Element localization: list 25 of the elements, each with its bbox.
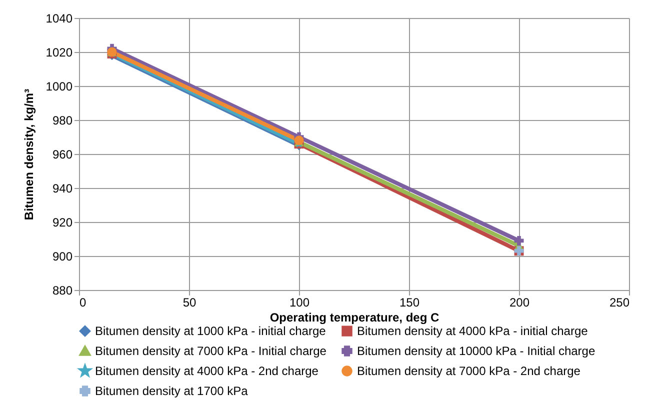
x-tick-label: 50 xyxy=(182,296,196,310)
legend-label: Bitumen density at 1700 kPa xyxy=(95,384,248,398)
y-tick-label: 980 xyxy=(52,114,73,128)
point xyxy=(514,236,524,246)
legend-label: Bitumen density at 10000 kPa - Initial charge xyxy=(357,344,596,358)
legend-label: Bitumen density at 4000 kPa - 2nd charge xyxy=(95,364,319,378)
y-tick-label: 1020 xyxy=(46,46,73,60)
legend-label: Bitumen density at 7000 kPa - Initial charge xyxy=(95,344,327,358)
legend-label: Bitumen density at 1000 kPa - initial charge xyxy=(95,324,326,338)
y-tick-label: 880 xyxy=(52,284,73,298)
legend-label: Bitumen density at 4000 kPa - initial charge xyxy=(357,324,588,338)
x-tick-label: 200 xyxy=(509,296,530,310)
x-axis-title: Operating temperature, deg C xyxy=(270,310,440,324)
y-tick-label: 1040 xyxy=(46,12,73,26)
y-tick-label: 1000 xyxy=(46,80,73,94)
y-tick-label: 900 xyxy=(52,250,73,264)
y-tick-label: 920 xyxy=(52,216,73,230)
x-tick-label: 0 xyxy=(80,296,86,310)
legend-label: Bitumen density at 7000 kPa - 2nd charge xyxy=(357,364,581,378)
y-tick-label: 960 xyxy=(52,148,73,162)
x-tick-label: 100 xyxy=(289,296,310,310)
y-axis-title: Bitumen density, kg/m³ xyxy=(22,88,36,220)
x-tick-label: 150 xyxy=(399,296,420,310)
y-tick-label: 940 xyxy=(52,182,73,196)
x-tick-label: 250 xyxy=(609,296,630,310)
